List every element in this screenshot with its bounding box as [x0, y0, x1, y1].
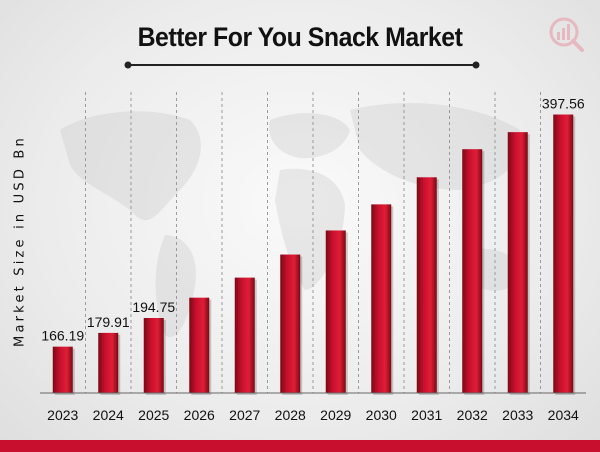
- bottom-accent-band: [0, 440, 600, 452]
- data-label: 179.91: [87, 314, 130, 330]
- chart-title: Better For You Snack Market: [137, 22, 463, 52]
- data-label: 194.75: [132, 299, 175, 315]
- data-label: 397.56: [542, 96, 585, 112]
- x-tick-label: 2032: [457, 407, 488, 423]
- bar-2033: [507, 132, 528, 393]
- x-tick-label: 2029: [320, 407, 351, 423]
- x-tick-label: 2028: [275, 407, 306, 423]
- bar-2027: [234, 277, 255, 393]
- x-tick-label: 2031: [411, 407, 442, 423]
- bar-2032: [462, 149, 483, 393]
- bar-2034: [553, 114, 574, 393]
- bar-2023: [52, 346, 73, 393]
- x-tick-label: 2034: [548, 407, 579, 423]
- bar-2024: [98, 332, 119, 393]
- x-tick-label: 2023: [47, 407, 78, 423]
- bar-2026: [189, 297, 210, 393]
- bar-2030: [371, 204, 392, 393]
- x-tick-label: 2025: [138, 407, 169, 423]
- bar-2025: [143, 318, 164, 393]
- bar-chart-magnifier-logo: [546, 14, 586, 59]
- data-label: 166.19: [41, 328, 84, 344]
- x-tick-label: 2033: [502, 407, 533, 423]
- x-tick-label: 2030: [366, 407, 397, 423]
- x-tick-label: 2026: [184, 407, 215, 423]
- bar-2029: [325, 230, 346, 393]
- x-tick-label: 2024: [93, 407, 124, 423]
- x-tick-label: 2027: [229, 407, 260, 423]
- bar-2031: [416, 177, 437, 393]
- bar-2028: [280, 254, 301, 393]
